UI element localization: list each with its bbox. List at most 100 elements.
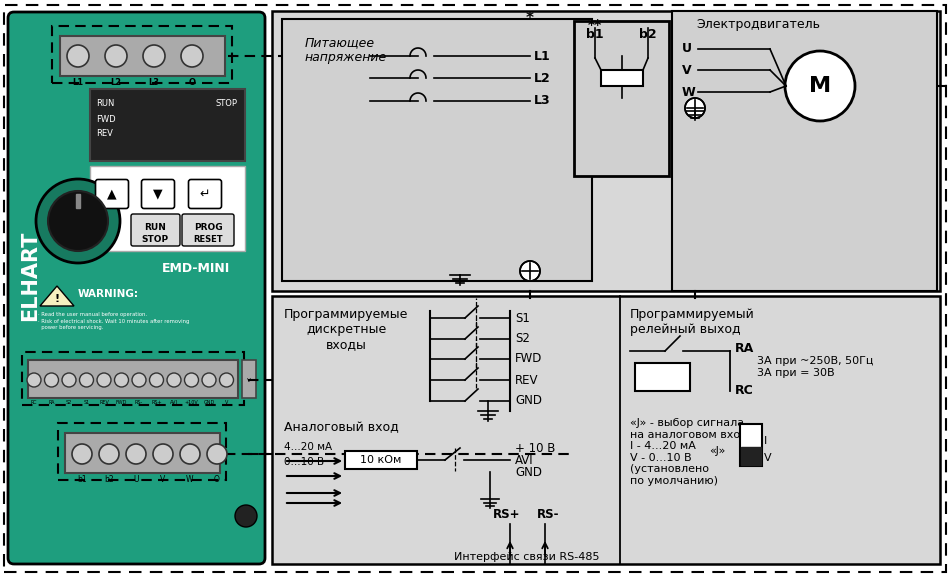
Text: Питающее
напряжение: Питающее напряжение: [305, 36, 387, 64]
Text: L2: L2: [110, 78, 122, 87]
Text: ▲: ▲: [107, 188, 117, 200]
Bar: [90, 89, 245, 161]
Text: L2: L2: [534, 71, 551, 85]
Text: b1: b1: [586, 28, 604, 41]
Text: V: V: [764, 453, 771, 463]
Text: *: *: [526, 10, 534, 25]
Bar: [272, 11, 940, 291]
Text: S2: S2: [515, 332, 530, 346]
Bar: [601, 70, 643, 86]
Circle shape: [235, 505, 257, 527]
Circle shape: [220, 373, 234, 387]
Bar: [242, 360, 256, 398]
Circle shape: [114, 373, 128, 387]
Text: S2: S2: [66, 400, 72, 405]
Circle shape: [132, 373, 146, 387]
Text: V: V: [247, 377, 251, 382]
Text: Программируемый
релейный выход: Программируемый релейный выход: [630, 308, 755, 336]
Text: RS-: RS-: [536, 508, 559, 521]
Text: 10 кОм: 10 кОм: [360, 455, 401, 465]
Bar: [58, 423, 226, 480]
FancyBboxPatch shape: [95, 180, 128, 209]
Circle shape: [99, 444, 119, 464]
FancyBboxPatch shape: [182, 214, 234, 246]
Text: 0...10 В: 0...10 В: [284, 457, 324, 467]
Text: STOP: STOP: [142, 234, 168, 244]
Text: L3: L3: [148, 78, 160, 87]
Text: L3: L3: [534, 94, 551, 108]
Bar: [574, 21, 669, 176]
Bar: [672, 11, 937, 291]
Text: GND: GND: [515, 465, 542, 479]
Text: b2: b2: [639, 28, 657, 41]
Bar: [635, 363, 690, 391]
Bar: [60, 36, 225, 76]
Text: Аналоговый вход: Аналоговый вход: [284, 421, 398, 434]
Circle shape: [36, 179, 120, 263]
Bar: [741, 447, 761, 465]
Text: ELHART: ELHART: [20, 231, 40, 321]
Text: ▼: ▼: [153, 188, 163, 200]
Circle shape: [520, 261, 540, 281]
Bar: [22, 352, 244, 405]
Text: U: U: [682, 43, 692, 55]
Circle shape: [105, 45, 127, 67]
Bar: [90, 166, 245, 251]
Circle shape: [48, 191, 108, 251]
Circle shape: [153, 444, 173, 464]
Text: REV: REV: [515, 373, 538, 386]
Text: V: V: [224, 400, 228, 405]
Text: RS+: RS+: [151, 400, 162, 405]
Text: WARNING:: WARNING:: [78, 289, 139, 299]
Text: ↵: ↵: [200, 188, 210, 200]
Circle shape: [126, 444, 146, 464]
Bar: [272, 296, 940, 564]
Text: RC: RC: [30, 400, 37, 405]
Text: V: V: [682, 63, 691, 77]
Text: RC: RC: [735, 385, 754, 397]
Bar: [282, 19, 592, 281]
Circle shape: [184, 373, 199, 387]
Circle shape: [685, 98, 705, 118]
Circle shape: [207, 444, 227, 464]
Text: RS+: RS+: [494, 508, 521, 521]
Text: W: W: [186, 475, 194, 484]
Bar: [76, 194, 80, 208]
Polygon shape: [40, 286, 74, 306]
Text: b2: b2: [105, 475, 114, 484]
Circle shape: [167, 373, 181, 387]
Text: M: M: [809, 76, 831, 96]
Text: REV: REV: [99, 400, 109, 405]
Text: EMD-MINI: EMD-MINI: [162, 263, 230, 275]
Circle shape: [97, 373, 111, 387]
FancyBboxPatch shape: [8, 12, 265, 564]
Bar: [52, 26, 232, 83]
FancyBboxPatch shape: [188, 180, 222, 209]
Text: GND: GND: [515, 395, 542, 407]
Text: !: !: [54, 294, 60, 304]
Circle shape: [67, 45, 89, 67]
Text: 4...20 мА: 4...20 мА: [284, 442, 332, 452]
Text: S1: S1: [515, 312, 530, 324]
Text: + 10 В: + 10 В: [515, 441, 555, 454]
Text: W: W: [682, 85, 696, 98]
Bar: [345, 451, 417, 469]
Text: RUN: RUN: [96, 100, 114, 108]
Text: AVI: AVI: [515, 453, 534, 467]
Circle shape: [27, 373, 41, 387]
Text: O: O: [188, 78, 196, 87]
Text: PROG: PROG: [194, 223, 223, 233]
Text: RA: RA: [49, 400, 55, 405]
Text: RUN: RUN: [144, 223, 165, 233]
FancyBboxPatch shape: [131, 214, 180, 246]
Text: FWD: FWD: [116, 400, 127, 405]
Text: AVI: AVI: [170, 400, 178, 405]
Text: GND: GND: [204, 400, 215, 405]
Circle shape: [143, 45, 165, 67]
Text: O: O: [214, 475, 220, 484]
Circle shape: [45, 373, 59, 387]
Text: V: V: [161, 475, 165, 484]
Text: · Read the user manual before operation.: · Read the user manual before operation.: [38, 312, 147, 317]
Text: +10V: +10V: [184, 400, 199, 405]
Circle shape: [62, 373, 76, 387]
